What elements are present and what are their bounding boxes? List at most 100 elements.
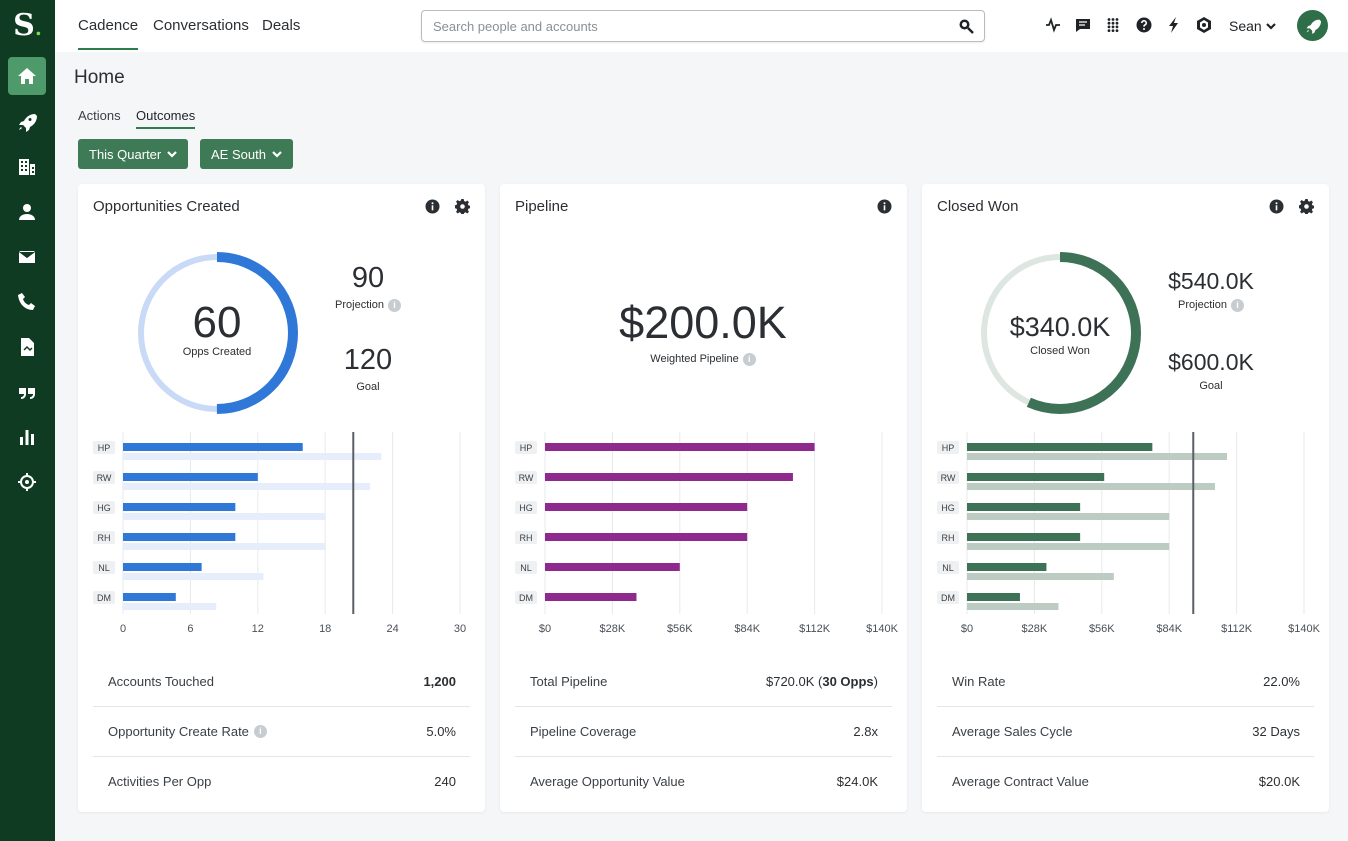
category-label: HP [942, 443, 955, 453]
team-filter-button[interactable]: AE South [200, 139, 293, 169]
tab-actions[interactable]: Actions [78, 108, 121, 123]
x-tick-label: $0 [539, 623, 551, 635]
x-tick-label: 18 [319, 623, 331, 635]
x-tick-label: $140K [866, 623, 898, 635]
x-tick-label: $56K [1089, 623, 1115, 635]
category-badge [937, 441, 959, 454]
category-badge [515, 591, 537, 604]
avatar[interactable] [1297, 10, 1328, 41]
rocket-icon [19, 114, 37, 132]
closed-won-metric: $340.0K Closed Won [1000, 312, 1120, 357]
nav-snippets[interactable] [8, 373, 46, 411]
help-icon[interactable] [1136, 17, 1152, 33]
opportunities-created-card: Opportunities Created 60 Opps Created 90… [78, 184, 485, 812]
x-tick-label: 6 [187, 623, 193, 635]
category-label: RW [519, 473, 534, 483]
category-badge [93, 561, 115, 574]
bar-primary [967, 473, 1105, 481]
opps-created-label: Opps Created [182, 346, 252, 358]
opps-bar-chart: 0 6 12 18 24 30 HP RW HG RH NL DM [93, 432, 475, 642]
closed-goal-label: Goal [1199, 380, 1223, 392]
search-input[interactable] [422, 11, 922, 41]
tab-conversations[interactable]: Conversations [153, 17, 249, 34]
nav-accounts[interactable] [8, 148, 46, 186]
chevron-down-icon[interactable] [1265, 20, 1277, 32]
sidebar: S. [0, 0, 55, 841]
weighted-pipeline-metric: $200.0K Weighted Pipeline i [553, 297, 853, 367]
bar-secondary [967, 603, 1059, 610]
info-icon[interactable] [877, 199, 892, 214]
info-icon[interactable]: i [1230, 298, 1244, 312]
bar-primary [123, 533, 236, 541]
top-bar: Cadence Conversations Deals Sean [55, 0, 1348, 52]
gear-icon[interactable] [1298, 199, 1315, 215]
info-icon[interactable]: i [742, 352, 756, 366]
card-title: Closed Won [937, 198, 1019, 215]
tab-deals[interactable]: Deals [262, 17, 301, 34]
bar-secondary [967, 573, 1114, 580]
closed-won-value: $340.0K [1009, 312, 1111, 342]
page-title: Home [74, 67, 125, 88]
bar-row: HP [937, 441, 1227, 460]
stat-row: Total Pipeline $720.0K (30 Opps) [515, 657, 892, 707]
nav-targets[interactable] [8, 463, 46, 501]
tab-cadence[interactable]: Cadence [78, 17, 139, 50]
info-icon[interactable]: i [253, 725, 267, 738]
closed-goal-value: $600.0K [1168, 349, 1254, 375]
phone-icon [18, 293, 35, 310]
bar-primary [545, 443, 815, 451]
bar-row: HG [93, 501, 326, 520]
quarter-filter-button[interactable]: This Quarter [78, 139, 189, 169]
bar-row: NL [93, 561, 264, 580]
bar-primary [545, 473, 793, 481]
category-label: NL [520, 563, 532, 573]
search-icon[interactable] [958, 18, 974, 34]
stat-label: Pipeline Coverage [530, 724, 637, 739]
info-icon[interactable]: i [387, 298, 401, 312]
gear-icon[interactable] [454, 199, 471, 215]
opps-created-value: 60 [192, 298, 242, 347]
nav-analytics[interactable] [8, 418, 46, 456]
nav-cadence[interactable] [8, 103, 46, 141]
chat-icon[interactable] [1075, 17, 1091, 33]
category-label: HG [519, 503, 533, 513]
lightning-icon[interactable] [1166, 17, 1182, 33]
bar-row: HP [93, 441, 382, 460]
tab-outcomes[interactable]: Outcomes [136, 108, 196, 129]
stat-value: 32 Days [1252, 724, 1300, 739]
chevron-down-icon [272, 151, 282, 158]
apps-grid-icon[interactable] [1105, 17, 1121, 33]
integrations-icon[interactable] [1196, 17, 1212, 33]
closed-won-card: Closed Won $340.0K Closed Won $540.0K Pr… [922, 184, 1329, 812]
stat-row: Opportunity Create Rate i 5.0% [93, 707, 470, 757]
search-bar [421, 10, 985, 42]
bar-secondary [123, 453, 382, 460]
bar-secondary [123, 543, 326, 550]
card-title: Opportunities Created [93, 198, 240, 215]
x-tick-label: $84K [1156, 623, 1182, 635]
nav-calls[interactable] [8, 283, 46, 321]
category-label: HP [98, 443, 111, 453]
bar-chart-icon [20, 430, 34, 445]
user-name[interactable]: Sean [1229, 18, 1262, 34]
quote-icon [19, 388, 35, 399]
info-icon[interactable] [425, 199, 440, 214]
stat-row: Activities Per Opp 240 [93, 757, 470, 807]
category-label: DM [97, 593, 111, 603]
activity-icon[interactable] [1045, 17, 1061, 33]
bar-row: RW [515, 471, 793, 484]
stat-value: 240 [434, 774, 456, 789]
bar-secondary [967, 453, 1227, 460]
building-icon [19, 159, 35, 175]
quarter-filter-label: This Quarter [89, 146, 162, 162]
bar-primary [545, 593, 637, 601]
nav-home[interactable] [8, 57, 46, 95]
person-icon [19, 204, 35, 220]
nav-people[interactable] [8, 193, 46, 231]
info-icon[interactable] [1269, 199, 1284, 214]
nav-email[interactable] [8, 238, 46, 276]
closed-goal: $600.0K Goal [1161, 349, 1261, 394]
nav-documents[interactable] [8, 328, 46, 366]
app-logo[interactable]: S. [13, 8, 42, 43]
stat-value: 2.8x [853, 724, 878, 739]
